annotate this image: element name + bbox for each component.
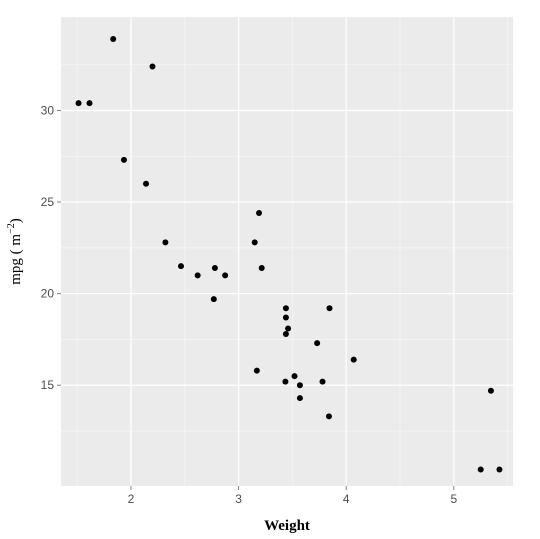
data-point (120, 156, 127, 163)
data-point (326, 305, 333, 312)
x-tick-label: 3 (235, 492, 242, 506)
y-axis-title-text: mpg ( m (8, 234, 24, 285)
x-tick-label: 4 (343, 492, 350, 506)
data-point (194, 272, 201, 279)
y-axis-title-suffix: ) (8, 218, 24, 223)
data-point (253, 367, 260, 374)
data-point (477, 466, 484, 473)
x-axis-title: Weight (264, 518, 310, 534)
y-axis-title: mpg ( m−2) (6, 218, 24, 284)
data-point (282, 314, 289, 321)
data-point (143, 180, 150, 187)
data-point (86, 100, 93, 107)
data-point (282, 305, 289, 312)
data-point (222, 272, 229, 279)
minor-gridlines (61, 17, 513, 486)
y-axis-title-superscript: −2 (6, 223, 17, 234)
y-tick-label: 30 (41, 103, 55, 117)
data-point (110, 35, 117, 42)
data-point (291, 373, 298, 380)
x-tick-label: 5 (450, 492, 457, 506)
data-point (177, 263, 184, 270)
data-point (162, 239, 169, 246)
data-point (319, 378, 326, 385)
x-axis-ticks: 2 3 4 5 (128, 486, 457, 506)
data-point (296, 395, 303, 402)
plot-panel (61, 17, 513, 486)
data-point (325, 413, 332, 420)
y-tick-label: 15 (41, 378, 55, 392)
data-point (149, 63, 156, 70)
data-points (75, 35, 503, 473)
data-point (282, 330, 289, 337)
data-point (285, 325, 292, 332)
data-point (258, 264, 265, 271)
data-point (211, 264, 218, 271)
data-point (496, 466, 503, 473)
data-point (210, 296, 217, 303)
data-point (296, 382, 303, 389)
data-point (350, 356, 357, 363)
data-point (75, 100, 82, 107)
data-point (256, 210, 263, 217)
y-tick-label: 25 (41, 195, 55, 209)
y-tick-label: 20 (41, 287, 55, 301)
major-gridlines (61, 17, 513, 486)
data-point (314, 340, 321, 347)
y-axis-ticks: 15 20 25 30 (41, 103, 61, 392)
data-point (251, 239, 258, 246)
data-point (282, 378, 289, 385)
x-tick-label: 2 (128, 492, 135, 506)
data-point (487, 387, 494, 394)
